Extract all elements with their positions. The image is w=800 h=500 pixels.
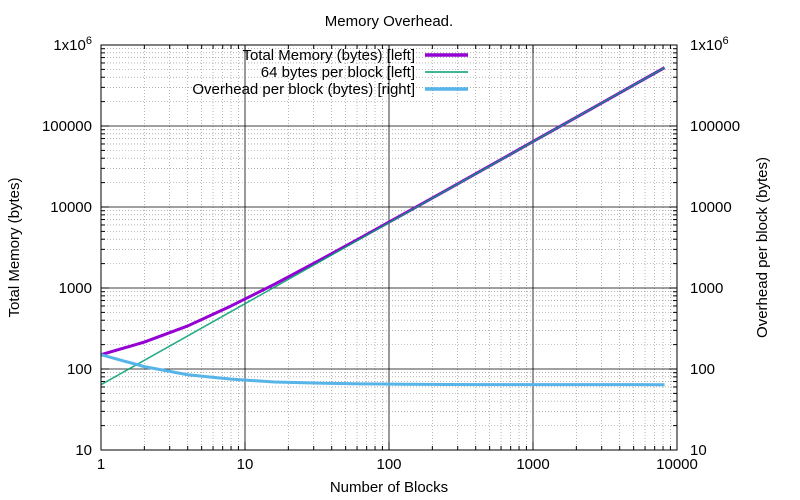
- series-line-2: [100, 67, 665, 386]
- y2-tick-label: 1x106: [690, 35, 729, 54]
- legend-label: Total Memory (bytes) [left]: [242, 47, 415, 64]
- series-layer: [100, 66, 666, 387]
- x-axis-label: Number of Blocks: [330, 479, 448, 496]
- chart-title: Memory Overhead.: [325, 13, 453, 30]
- series-line-1: [100, 66, 666, 357]
- tick-label-superscript: 6: [723, 35, 729, 47]
- legend-label: Overhead per block (bytes) [right]: [192, 81, 415, 98]
- x-tick-label: 1000: [516, 456, 549, 473]
- legend: Total Memory (bytes) [left]64 bytes per …: [192, 47, 468, 98]
- y2-tick-label: 1000: [690, 280, 723, 297]
- y-tick-label: 10000: [50, 199, 92, 216]
- y-tick-label: 10: [75, 442, 92, 459]
- grid: [101, 45, 677, 450]
- tick-label-superscript: 6: [86, 35, 92, 47]
- y-tick-label: 1000: [59, 280, 92, 297]
- x-tick-label: 1: [97, 456, 105, 473]
- y2-tick-label: 10000: [690, 199, 732, 216]
- y2-tick-label: 100: [690, 361, 715, 378]
- y2-tick-label: 100000: [690, 118, 740, 135]
- y2-tick-label: 10: [690, 442, 707, 459]
- x-tick-label: 100: [376, 456, 401, 473]
- legend-label: 64 bytes per block [left]: [261, 64, 415, 81]
- y-tick-label: 100000: [42, 118, 92, 135]
- y-tick-label: 100: [67, 361, 92, 378]
- x-tick-label: 10000: [656, 456, 698, 473]
- y-axis-label: Total Memory (bytes): [6, 177, 23, 317]
- series-line-3: [100, 353, 665, 387]
- y2-axis-label: Overhead per block (bytes): [754, 157, 771, 338]
- y-tick-label: 1x106: [53, 35, 92, 54]
- x-tick-label: 10: [237, 456, 254, 473]
